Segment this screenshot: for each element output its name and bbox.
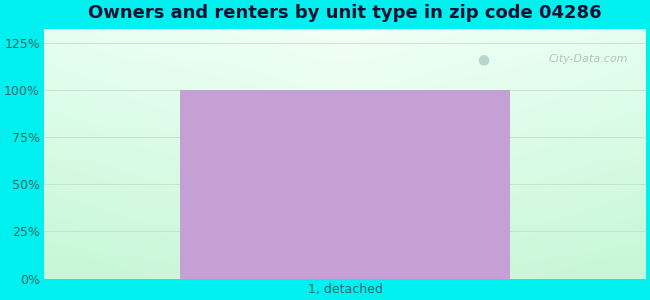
Text: ●: ● <box>477 52 489 66</box>
Text: City-Data.com: City-Data.com <box>549 54 628 64</box>
Bar <box>179 90 510 279</box>
Title: Owners and renters by unit type in zip code 04286: Owners and renters by unit type in zip c… <box>88 4 602 22</box>
